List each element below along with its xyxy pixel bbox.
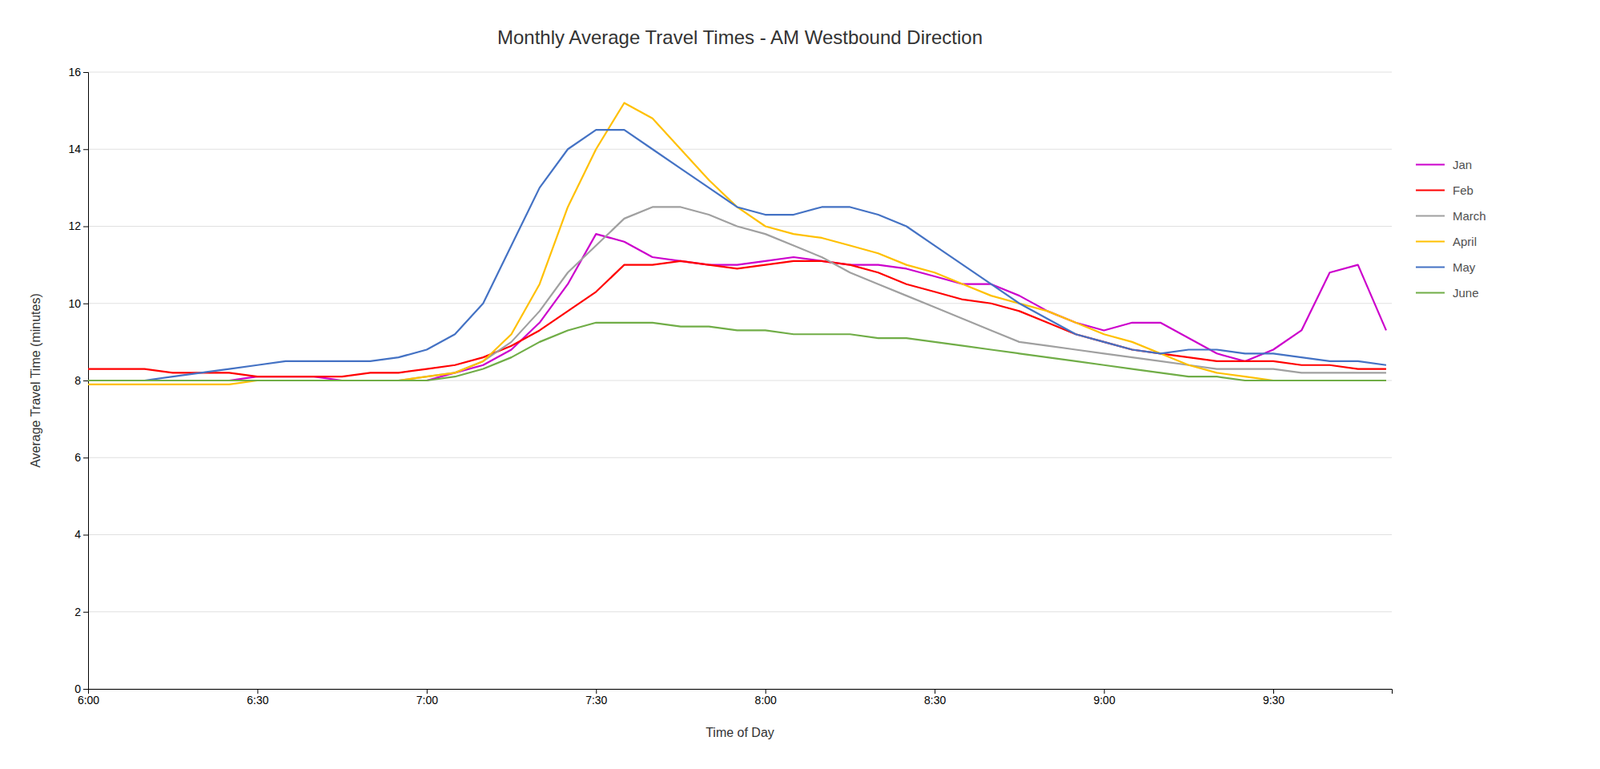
x-tick: 8:00 bbox=[755, 688, 777, 707]
grid-line bbox=[88, 534, 1392, 535]
axis-line bbox=[83, 72, 89, 690]
tick-label: 9:00 bbox=[1093, 693, 1115, 707]
tick-label: 10 bbox=[68, 297, 81, 310]
x-axis-title: Time of Day bbox=[705, 725, 775, 740]
tick-mark bbox=[83, 380, 89, 382]
title: Monthly Average Travel Times - AM Westbo… bbox=[497, 26, 983, 49]
tick-label: 7:30 bbox=[585, 693, 608, 707]
x-axis: 6:00 6:30 7:00 7:30 8:00 8:30 9:00 9:30 bbox=[77, 688, 1393, 707]
axis-line bbox=[88, 689, 1393, 695]
tick-label: 2 bbox=[74, 605, 81, 619]
grid-line bbox=[88, 148, 1392, 150]
tick-label: 14 bbox=[68, 142, 81, 156]
tick-label: 12 bbox=[68, 219, 81, 233]
tick-mark bbox=[83, 611, 89, 613]
legend-swatch bbox=[1415, 240, 1445, 242]
tick-mark bbox=[83, 688, 89, 690]
legend-label: Feb bbox=[1452, 183, 1474, 197]
tick-mark bbox=[83, 148, 89, 150]
legend-item: May bbox=[1415, 260, 1476, 274]
tick-label: 8:00 bbox=[755, 693, 777, 707]
legend-swatch bbox=[1415, 188, 1445, 191]
series-line bbox=[88, 322, 1387, 381]
x-tick: 7:00 bbox=[416, 688, 439, 707]
legend-swatch bbox=[1415, 214, 1445, 217]
grid-line bbox=[88, 457, 1392, 459]
tick-label: 6 bbox=[74, 450, 81, 464]
plot: 6:00 6:30 7:00 7:30 8:00 8:30 9:00 9:30 0 2 4 6 8 10 1… bbox=[68, 65, 1392, 707]
grid-line bbox=[88, 611, 1392, 612]
y-axis: 0 2 4 6 8 10 12 14 16 bbox=[68, 65, 89, 696]
legend-label: May bbox=[1452, 260, 1476, 274]
tick-mark bbox=[83, 72, 89, 73]
tick-label: 6:30 bbox=[246, 693, 269, 707]
x-tick: 8:30 bbox=[924, 688, 946, 707]
y-tick: 6 bbox=[74, 450, 89, 464]
y-tick: 12 bbox=[68, 219, 89, 233]
tick-mark bbox=[83, 534, 89, 536]
tick-label: 8:30 bbox=[924, 693, 946, 707]
legend-item: March bbox=[1415, 209, 1487, 223]
tick-label: 9:30 bbox=[1262, 693, 1285, 707]
legend-item: Jan bbox=[1415, 157, 1472, 172]
x-tick: 9:30 bbox=[1262, 688, 1285, 707]
grid-line bbox=[88, 72, 1392, 73]
y-axis-title: Average Travel Time (minutes) bbox=[28, 293, 43, 468]
chart: 6:00 6:30 7:00 7:30 8:00 8:30 9:00 9:30 0 2 4 6 8 10 1… bbox=[0, 0, 1600, 769]
series-line bbox=[88, 261, 1387, 377]
tick-label: 8 bbox=[74, 373, 81, 387]
legend-item: Feb bbox=[1415, 183, 1474, 197]
tick-label: 16 bbox=[68, 65, 81, 79]
y-tick: 4 bbox=[74, 527, 89, 541]
y-tick: 2 bbox=[74, 605, 89, 619]
y-tick: 0 bbox=[74, 682, 89, 696]
series-line bbox=[88, 129, 1387, 381]
legend-swatch bbox=[1415, 163, 1445, 165]
y-tick: 14 bbox=[68, 142, 89, 156]
series-line bbox=[88, 233, 1387, 381]
x-tick: 6:30 bbox=[246, 688, 269, 707]
legend-label: April bbox=[1452, 234, 1477, 249]
grid-line bbox=[88, 302, 1392, 304]
y-tick: 10 bbox=[68, 297, 89, 310]
tick-label: 6:00 bbox=[77, 693, 100, 707]
legend-swatch bbox=[1415, 291, 1445, 294]
legend-swatch bbox=[1415, 265, 1445, 268]
legend-item: April bbox=[1415, 234, 1477, 249]
legend-label: June bbox=[1452, 285, 1480, 300]
tick-mark bbox=[83, 457, 89, 459]
legend-label: Jan bbox=[1452, 157, 1472, 172]
tick-label: 7:00 bbox=[416, 693, 439, 707]
legend-label: March bbox=[1452, 209, 1487, 223]
y-tick: 16 bbox=[68, 65, 89, 79]
series-line bbox=[88, 103, 1387, 385]
lines bbox=[88, 103, 1387, 385]
legend: Jan Feb March April May June bbox=[1415, 157, 1487, 300]
x-tick: 7:30 bbox=[585, 688, 608, 707]
series-line bbox=[88, 206, 1387, 381]
tick-label: 4 bbox=[74, 527, 81, 541]
grid bbox=[88, 72, 1392, 689]
tick-mark bbox=[83, 226, 89, 228]
y-tick: 8 bbox=[74, 373, 89, 387]
legend-item: June bbox=[1415, 285, 1480, 300]
x-tick: 9:00 bbox=[1093, 688, 1115, 707]
tick-label: 0 bbox=[74, 682, 81, 696]
tick-mark bbox=[83, 303, 89, 305]
